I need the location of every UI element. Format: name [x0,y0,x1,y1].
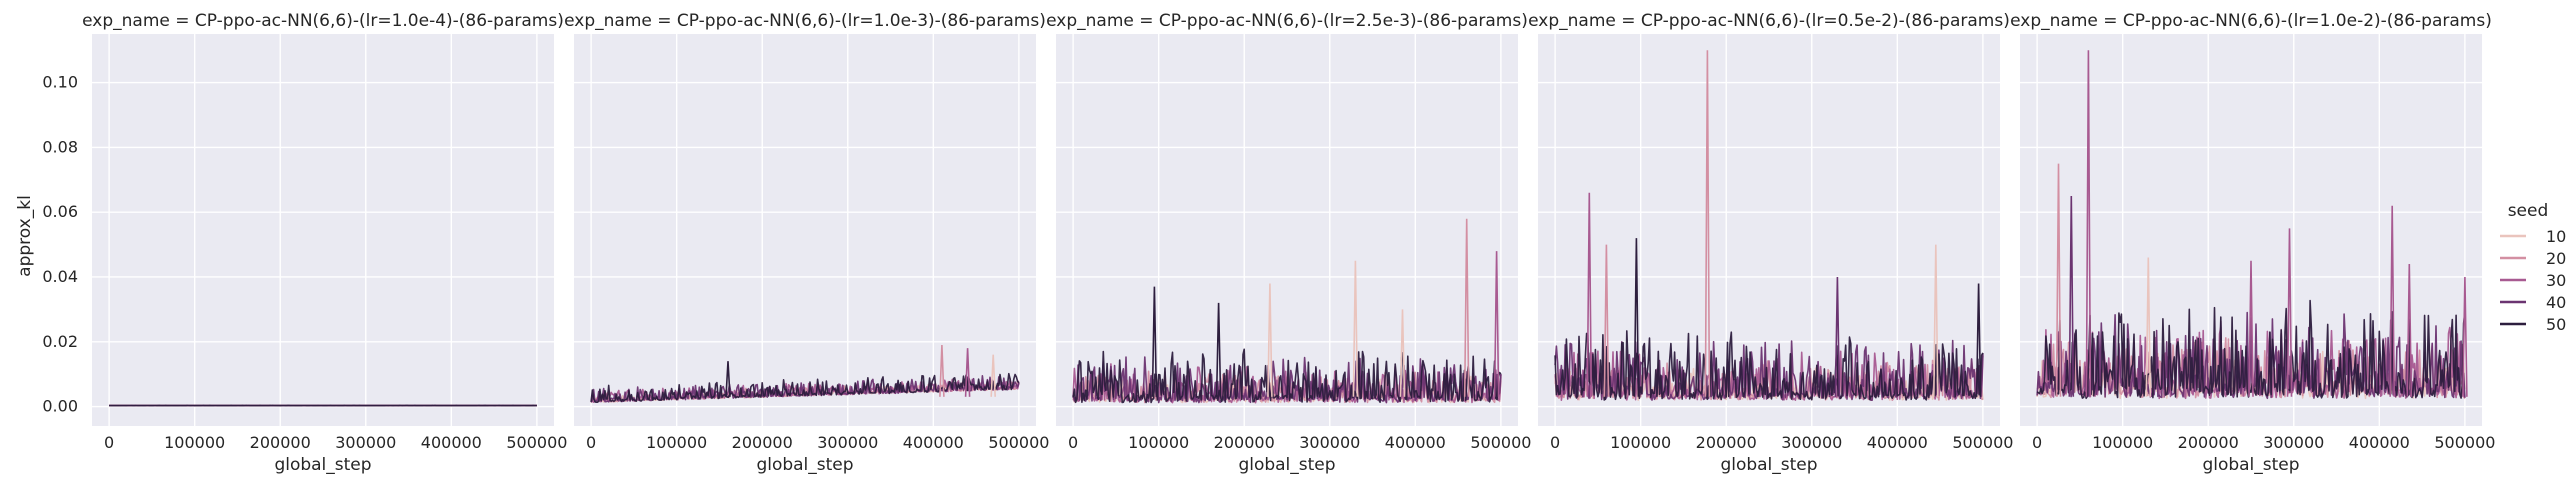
series-line-seed-50 [1072,348,1502,404]
x-axis-label: global_step [1238,455,1335,475]
x-tick-label: 400000 [1867,433,1928,452]
facet-title: exp_name = CP-ppo-ac-NN(6,6)-(lr=1.0e-3)… [564,11,1046,31]
facet-title: exp_name = CP-ppo-ac-NN(6,6)-(lr=1.0e-4)… [82,11,564,31]
x-tick-label: 500000 [1470,433,1531,452]
x-tick-label: 200000 [1214,433,1275,452]
spike-seed-50 [1633,238,1640,397]
spike-seed-20 [1704,50,1711,397]
spike-seed-30 [2389,205,2395,397]
facet-title: exp_name = CP-ppo-ac-NN(6,6)-(lr=1.0e-2)… [2010,11,2492,31]
x-tick-label: 0 [1550,433,1560,452]
y-tick-label: 0.06 [42,202,78,221]
x-tick-label: 100000 [2092,433,2153,452]
spike-seed-10 [1267,283,1273,397]
spike-seed-30 [2286,228,2293,397]
legend-label: 30 [2546,271,2566,290]
y-axis-label: approx_kl [15,195,35,277]
spike-seed-50 [1151,286,1158,397]
spike-seed-30 [1586,192,1593,397]
legend: seed 10 20 30 40 50 [2500,201,2566,334]
y-tick-label: 0.04 [42,267,78,286]
spike-seed-50 [725,361,731,397]
x-tick-label: 300000 [1299,433,1360,452]
spike-seed-20 [2055,163,2062,397]
series-group [1554,50,1984,401]
spike-seed-20 [939,344,945,397]
x-tick-label: 500000 [506,433,567,452]
x-tick-label: 500000 [2434,433,2495,452]
facet-title: exp_name = CP-ppo-ac-NN(6,6)-(lr=0.5e-2)… [1528,11,2010,31]
spike-seed-10 [1352,260,1359,397]
x-tick-label: 0 [586,433,596,452]
x-tick-label: 200000 [732,433,793,452]
plot-background [574,34,1036,426]
legend-label: 40 [2546,293,2566,312]
spike-seed-10 [1933,244,1939,397]
spike-seed-10 [990,354,996,397]
x-tick-label: 300000 [335,433,396,452]
spike-seed-30 [2406,263,2413,397]
spike-seed-50 [1975,283,1982,397]
x-tick-label: 300000 [817,433,878,452]
y-tick-label: 0.00 [42,397,78,416]
x-tick-label: 400000 [2349,433,2410,452]
spike-seed-10 [2145,257,2152,397]
series-line-seed-50 [590,372,1020,403]
facet-panel-3: 0 100000 200000 300000 400000 500000 global_st… [1046,11,1531,475]
spike-seed-30 [1493,251,1500,397]
x-axis-label: global_step [274,455,371,475]
spike-seed-40 [1834,276,1841,397]
x-tick-label: 400000 [903,433,964,452]
legend-label: 50 [2546,315,2566,334]
y-tick-label: 0.10 [42,73,78,92]
x-tick-label: 400000 [421,433,482,452]
series-line-seed-50 [1554,330,1984,401]
x-tick-label: 0 [1068,433,1078,452]
facet-panel-5: 0 100000 200000 300000 400000 500000 global_st… [2010,11,2495,475]
y-tick-label: 0.08 [42,137,78,156]
x-tick-label: 100000 [164,433,225,452]
facet-panel-1: 0 100000 200000 300000 400000 500000 global_st… [42,11,567,475]
plot-background [92,34,554,426]
spike-seed-40 [2068,195,2075,397]
x-tick-label: 100000 [646,433,707,452]
x-tick-label: 100000 [1128,433,1189,452]
facet-title: exp_name = CP-ppo-ac-NN(6,6)-(lr=2.5e-3)… [1046,11,1528,31]
facet-panel-2: 0 100000 200000 300000 400000 500000 global_st… [564,11,1049,475]
legend-label: 20 [2546,249,2566,268]
x-tick-label: 400000 [1385,433,1446,452]
series-group [1072,218,1502,404]
legend-label: 10 [2546,227,2566,246]
x-tick-label: 200000 [2178,433,2239,452]
y-tick-label: 0.02 [42,332,78,351]
spike-seed-30 [2248,260,2254,397]
legend-title: seed [2508,201,2549,221]
x-tick-label: 500000 [1952,433,2013,452]
spike-seed-10 [1399,309,1406,397]
plot-background [1056,34,1518,426]
x-tick-label: 100000 [1610,433,1671,452]
spike-seed-50 [1215,302,1222,397]
x-tick-label: 500000 [988,433,1049,452]
x-tick-label: 0 [2032,433,2042,452]
x-axis-label: global_step [1720,455,1817,475]
panels: 0 100000 200000 300000 400000 500000 global_st… [42,11,2495,475]
x-tick-label: 300000 [1781,433,1842,452]
x-tick-label: 0 [104,433,114,452]
spike-seed-30 [2085,50,2092,397]
x-tick-label: 300000 [2263,433,2324,452]
series-group [2036,50,2468,400]
x-tick-label: 200000 [250,433,311,452]
x-axis-label: global_step [2202,455,2299,475]
x-axis-label: global_step [756,455,853,475]
spike-seed-20 [1603,244,1610,397]
x-tick-label: 200000 [1696,433,1757,452]
series-group [590,344,1020,404]
spike-seed-30 [964,348,971,397]
spike-seed-20 [1463,218,1470,397]
facet-panel-4: 0 100000 200000 300000 400000 500000 global_st… [1528,11,2013,475]
spike-seed-30 [2462,276,2468,397]
